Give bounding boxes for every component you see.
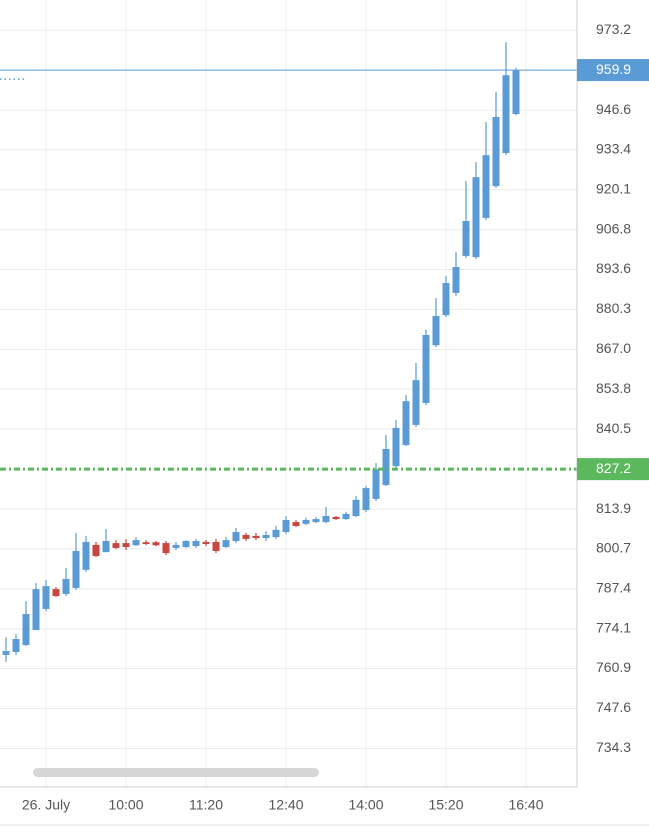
x-tick-label: 15:20 <box>428 797 463 813</box>
candle-body <box>222 540 230 548</box>
candle-body <box>62 578 70 594</box>
candle-body <box>292 522 300 526</box>
y-tick-label: 933.4 <box>596 140 631 156</box>
y-tick-label: 734.3 <box>596 739 631 755</box>
candle-body <box>172 544 180 548</box>
scrollbar[interactable] <box>33 768 319 777</box>
candle-body <box>472 177 480 258</box>
x-tick-label: 11:20 <box>189 797 223 813</box>
x-tick-label: 12:40 <box>268 797 303 813</box>
candle-body <box>432 316 440 346</box>
candle-body <box>202 541 210 545</box>
candle-body <box>462 221 470 256</box>
candle-body <box>372 469 380 499</box>
candle-body <box>492 116 500 187</box>
candle-body <box>82 541 90 570</box>
candle-body <box>142 542 150 545</box>
candle-body <box>112 543 120 548</box>
candle-body <box>342 513 350 520</box>
candle-body <box>352 499 360 517</box>
candle-body <box>422 335 430 403</box>
candle-body <box>132 540 140 546</box>
y-tick-label: 840.5 <box>596 420 631 436</box>
candle-body <box>332 516 340 520</box>
x-tick-label: 14:00 <box>348 797 383 813</box>
price-label: 827.2 <box>596 460 631 476</box>
candle-body <box>152 542 160 546</box>
price-label-box <box>577 458 649 481</box>
candle-body <box>232 531 240 542</box>
price-label: 959.9 <box>596 61 631 77</box>
y-tick-label: 800.7 <box>596 540 631 556</box>
candle-body <box>162 543 170 554</box>
y-tick-label: 760.9 <box>596 659 631 675</box>
y-tick-label: 747.6 <box>596 699 631 715</box>
candle-body <box>362 488 370 511</box>
labels: 973.2 946.6 933.4 920.1 906.8 893.6 880.3 867.0… <box>22 21 649 813</box>
candle-body <box>272 529 280 538</box>
candle-body <box>92 544 100 557</box>
y-tick-label: 813.9 <box>596 500 631 516</box>
x-tick-label: 26. July <box>22 797 70 813</box>
candle-body <box>52 589 60 597</box>
y-tick-label: 853.8 <box>596 380 631 396</box>
candle-body <box>262 534 270 538</box>
y-tick-label: 880.3 <box>596 300 631 316</box>
candle-body <box>452 267 460 293</box>
candle-body <box>282 519 290 532</box>
y-tick-label: 774.1 <box>596 620 631 636</box>
candle-body <box>2 651 10 655</box>
candle-body <box>242 534 250 539</box>
candle-body <box>122 543 130 548</box>
candle-body <box>12 639 20 652</box>
candle-body <box>312 519 320 523</box>
candle-body <box>252 535 260 538</box>
candle-body <box>442 282 450 316</box>
candle-body <box>302 519 310 524</box>
candle-body <box>212 541 220 551</box>
candle-body <box>192 541 200 547</box>
candle-body <box>32 589 40 631</box>
y-tick-label: 920.1 <box>596 180 631 196</box>
candle-body <box>322 516 330 523</box>
candle-body <box>182 541 190 548</box>
candle-body <box>72 550 80 588</box>
candle-body <box>22 614 30 646</box>
y-tick-label: 973.2 <box>596 21 631 37</box>
candle-body <box>102 541 110 553</box>
x-tick-label: 16:40 <box>508 797 543 813</box>
y-tick-label: 946.6 <box>596 101 631 117</box>
candle-body <box>482 155 490 219</box>
candle-body <box>42 586 50 609</box>
candle-body <box>412 380 420 425</box>
candle-body <box>512 70 520 114</box>
price-label-box <box>577 59 649 82</box>
y-tick-label: 906.8 <box>596 220 631 236</box>
candle-body <box>382 448 390 486</box>
y-tick-label: 787.4 <box>596 580 631 596</box>
x-tick-label: 10:00 <box>108 797 143 813</box>
candle-body <box>402 401 410 446</box>
candle-body <box>392 427 400 467</box>
y-tick-label: 867.0 <box>596 340 631 356</box>
candles <box>0 42 577 662</box>
candle-body <box>502 75 510 154</box>
y-tick-label: 893.6 <box>596 260 631 276</box>
